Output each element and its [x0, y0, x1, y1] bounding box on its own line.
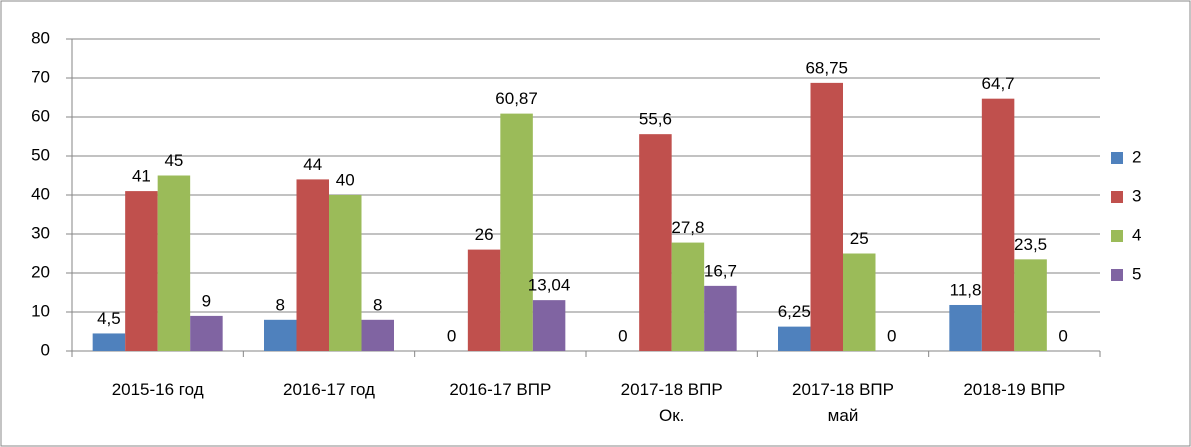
data-label: 0	[618, 326, 627, 345]
data-label: 8	[373, 295, 382, 314]
bar	[157, 175, 191, 351]
data-label: 6,25	[778, 302, 811, 321]
y-tick-label: 70	[31, 67, 50, 86]
y-tick-label: 30	[31, 223, 50, 242]
bar	[92, 333, 126, 351]
bar	[704, 285, 737, 351]
bar	[1014, 259, 1047, 351]
legend-label: 5	[1132, 264, 1141, 283]
legend-swatch	[1111, 191, 1123, 203]
legend-swatch	[1111, 269, 1123, 281]
legend-label: 4	[1132, 225, 1141, 244]
x-tick-label: 2015-16 год	[111, 380, 204, 399]
bar	[981, 98, 1015, 351]
y-tick-label: 20	[31, 262, 50, 281]
y-tick-label: 80	[31, 28, 50, 47]
x-tick-label: 2018-19 ВПР	[963, 380, 1066, 399]
y-tick-label: 40	[31, 184, 50, 203]
data-label: 0	[1058, 326, 1067, 345]
bar	[264, 319, 297, 351]
bar	[810, 82, 843, 351]
data-label: 41	[132, 167, 151, 186]
data-label: 23,5	[1014, 235, 1047, 254]
bar	[361, 319, 394, 351]
data-label: 8	[276, 295, 285, 314]
data-label: 13,04	[528, 276, 571, 295]
data-label: 40	[336, 170, 355, 189]
bar	[843, 253, 876, 351]
bar	[639, 134, 672, 351]
data-label: 16,7	[704, 261, 737, 280]
data-label: 44	[303, 155, 322, 174]
data-label: 60,87	[495, 89, 538, 108]
data-label: 0	[887, 326, 896, 345]
bar	[296, 179, 329, 351]
legend-swatch	[1111, 230, 1123, 242]
data-label: 9	[202, 291, 211, 310]
x-tick-label: 2017-18 ВПР май	[791, 380, 894, 425]
data-label: 55,6	[639, 110, 672, 129]
bar	[467, 249, 501, 351]
bar	[778, 326, 811, 351]
data-label: 64,7	[982, 74, 1015, 93]
data-label: 45	[164, 151, 183, 170]
bar	[500, 113, 533, 352]
legend-swatch	[1111, 152, 1123, 164]
y-tick-label: 0	[41, 340, 50, 359]
data-label: 27,8	[671, 218, 704, 237]
x-tick-label: 2016-17 ВПР	[449, 380, 552, 399]
x-tick-label: 2016-17 год	[283, 380, 375, 399]
data-label: 0	[447, 326, 456, 345]
y-tick-label: 10	[31, 301, 50, 320]
y-tick-label: 60	[31, 106, 50, 125]
bar	[329, 195, 362, 351]
legend-label: 3	[1132, 186, 1141, 205]
bar	[190, 315, 223, 351]
bar	[949, 304, 982, 351]
bar	[532, 300, 566, 351]
x-tick-label: 2017-18 ВПР Ок.	[620, 380, 723, 425]
legend-label: 2	[1132, 147, 1141, 166]
data-label: 4,5	[97, 309, 121, 328]
bar	[125, 191, 158, 351]
data-label: 68,75	[805, 58, 848, 77]
y-tick-label: 50	[31, 145, 50, 164]
data-label: 11,8	[950, 280, 982, 299]
data-label: 25	[850, 229, 869, 248]
data-label: 26	[475, 225, 494, 244]
bar	[671, 242, 705, 351]
